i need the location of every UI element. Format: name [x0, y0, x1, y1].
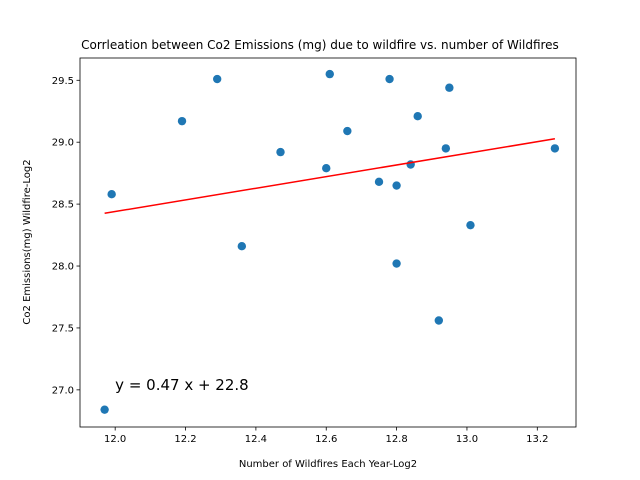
data-point	[212, 74, 222, 84]
plot-frame	[79, 57, 577, 428]
x-tick-label: 12.8	[385, 434, 407, 445]
y-axis: 27.0 27.5 28.0 28.5 29.0 29.5	[52, 76, 80, 396]
y-tick-label: 28.5	[52, 200, 74, 211]
x-tick-label: 12.2	[174, 434, 196, 445]
data-point	[177, 116, 187, 126]
data-point	[466, 220, 475, 230]
y-tick-label: 27.0	[52, 385, 74, 396]
x-axis-title: Number of Wildfires Each Year-Log2	[239, 459, 417, 470]
data-point	[434, 316, 444, 325]
y-tick-label: 29.0	[52, 138, 74, 149]
y-tick-label: 29.5	[52, 76, 74, 87]
regression-equation: y = 0.47 x + 22.8	[115, 376, 249, 394]
x-tick-label: 12.0	[104, 434, 126, 445]
y-tick-label: 27.5	[52, 323, 74, 334]
y-axis-title: Co2 Emissions(mg) Wildfire-Log2	[22, 159, 33, 324]
x-tick-label: 13.2	[526, 434, 548, 445]
data-point	[441, 144, 451, 153]
data-point	[385, 74, 394, 84]
data-point	[445, 83, 454, 92]
data-point	[392, 259, 401, 268]
x-axis: 12.0 12.2 12.4 12.6 12.8 13.0 13.2	[104, 427, 548, 445]
data-point	[237, 242, 247, 251]
data-point	[325, 69, 334, 79]
data-point	[550, 144, 560, 153]
regression-line	[104, 138, 556, 215]
data-point	[100, 405, 109, 414]
data-point	[276, 147, 285, 157]
data-point	[107, 190, 116, 199]
x-tick-label: 12.6	[315, 434, 337, 445]
data-point	[322, 164, 331, 173]
data-point	[413, 111, 422, 121]
plot-area	[100, 69, 560, 414]
data-point	[343, 126, 352, 136]
data-point	[374, 177, 384, 187]
x-tick-label: 12.4	[245, 434, 267, 445]
y-tick-label: 28.0	[52, 262, 74, 273]
x-tick-label: 13.0	[456, 434, 478, 445]
data-point	[392, 181, 401, 190]
chart-title: Corrleation between Co2 Emissions (mg) d…	[81, 38, 559, 52]
